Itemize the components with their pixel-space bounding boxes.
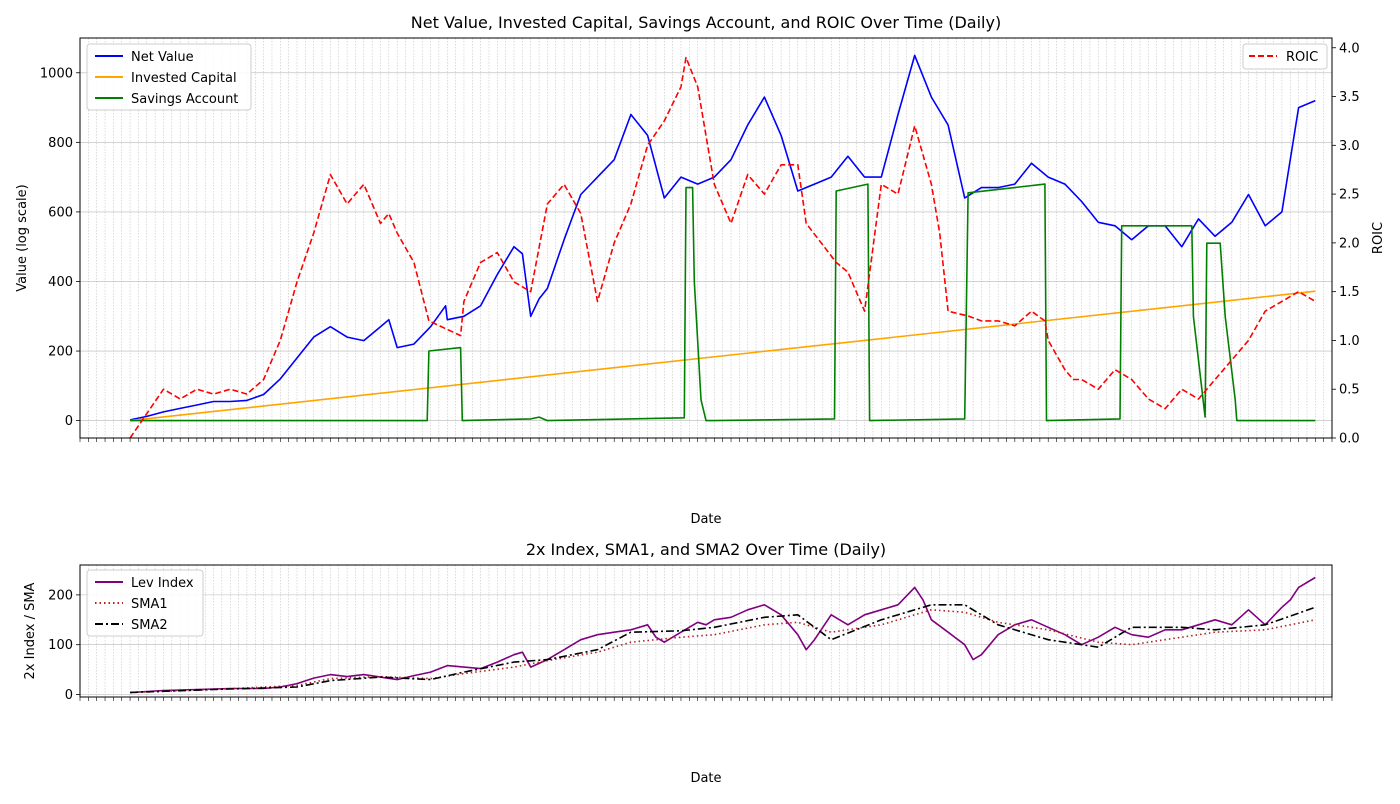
bottom-yaxis-ticks: 0 100 200: [48, 588, 80, 703]
top-ytick-right-label: 1.0: [1339, 334, 1360, 349]
legend-label-invested-capital: Invested Capital: [131, 71, 237, 86]
top-plot-frame: [79, 37, 1333, 439]
series-line-savings-account: [130, 183, 1316, 422]
bottom-ytick-label: 200: [48, 588, 73, 603]
top-ytick-label: 400: [48, 275, 73, 290]
bottom-chart-title: 2x Index, SMA1, and SMA2 Over Time (Dail…: [526, 540, 886, 559]
top-ylabel-left: Value (log scale): [15, 184, 30, 291]
top-ylabel-right: ROIC: [1371, 222, 1386, 254]
top-xaxis-ticks: [79, 438, 1333, 442]
bottom-ytick-label: 100: [48, 638, 73, 653]
legend-label-net-value: Net Value: [131, 50, 194, 65]
legend-label-sma2: SMA2: [131, 618, 168, 633]
top-series: [129, 54, 1316, 439]
top-ytick-label: 800: [48, 136, 73, 151]
top-yaxis-left-ticks: 0 200 400 600 800 1000: [40, 66, 80, 429]
top-ytick-label: 1000: [40, 66, 73, 81]
bottom-series: [130, 576, 1316, 694]
legend-label-roic: ROIC: [1286, 50, 1318, 65]
top-legend-left: Net Value Invested Capital Savings Accou…: [86, 43, 252, 111]
top-ytick-label: 600: [48, 205, 73, 220]
top-legend-right: ROIC: [1242, 43, 1328, 70]
top-ytick-right-label: 0.0: [1339, 432, 1360, 447]
top-ytick-right-label: 0.5: [1339, 383, 1360, 398]
bottom-chart: 2x Index, SMA1, and SMA2 Over Time (Dail…: [23, 540, 1333, 786]
top-chart: Net Value, Invested Capital, Savings Acc…: [15, 13, 1386, 527]
top-chart-title: Net Value, Invested Capital, Savings Acc…: [411, 13, 1001, 32]
bottom-xlabel: Date: [690, 771, 721, 786]
top-ytick-right-label: 4.0: [1339, 41, 1360, 56]
bottom-ylabel: 2x Index / SMA: [23, 582, 38, 679]
series-line-sma1: [130, 609, 1316, 694]
bottom-ytick-label: 0: [65, 688, 73, 703]
top-xlabel: Date: [690, 512, 721, 527]
bottom-legend: Lev Index SMA1 SMA2: [86, 569, 204, 637]
top-ytick-right-label: 2.5: [1339, 188, 1360, 203]
top-ytick-label: 200: [48, 345, 73, 360]
series-line-sma2: [130, 604, 1316, 694]
top-ytick-right-label: 1.5: [1339, 285, 1360, 300]
legend-label-lev-index: Lev Index: [131, 576, 194, 591]
top-grid: [79, 38, 1333, 438]
legend-label-sma1: SMA1: [131, 597, 168, 612]
top-ytick-right-label: 2.0: [1339, 236, 1360, 251]
legend-label-savings-account: Savings Account: [131, 92, 238, 107]
top-ytick-right-label: 3.0: [1339, 139, 1360, 154]
top-ytick-right-label: 3.5: [1339, 90, 1360, 105]
bottom-plot-frame: [79, 564, 1333, 698]
top-yaxis-right-ticks: 0.0 0.5 1.0 1.5 2.0 2.5 3.0 3.5 4.0: [1332, 41, 1360, 447]
top-ytick-label: 0: [65, 414, 73, 429]
series-line-invested-capital: [130, 290, 1316, 422]
series-line-net-value: [129, 54, 1316, 421]
bottom-xaxis-ticks: [79, 697, 1333, 701]
series-line-roic: [129, 56, 1316, 439]
